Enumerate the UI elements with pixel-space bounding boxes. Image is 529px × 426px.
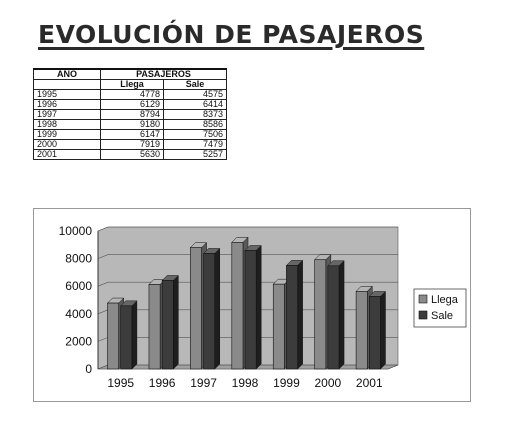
y-tick-label: 4000 [65, 307, 92, 321]
table-row: 1999 6147 7506 [33, 129, 227, 140]
header-sale: Sale [163, 79, 227, 90]
bar-llega-1995 [107, 302, 120, 370]
header-year: AÑO [33, 68, 101, 80]
y-tick-label: 8000 [65, 252, 92, 266]
bar-side-sale [338, 260, 345, 370]
cell-sale: 7479 [163, 139, 227, 150]
x-tick-label: 2000 [315, 376, 342, 390]
bar-side-sale [380, 290, 386, 370]
table-row: 1995 4778 4575 [33, 89, 227, 100]
cell-year: 1995 [33, 89, 101, 100]
cell-year: 2000 [33, 139, 101, 150]
bar-side-sale [255, 244, 262, 370]
y-tick-label: 2000 [65, 334, 92, 348]
gridline [97, 226, 398, 232]
legend-label-sale: Sale [431, 310, 453, 322]
bar-chart: 0 2000 4000 6000 8000 10000 1995 1996 1997 1998 19… [59, 224, 467, 390]
chart-frame: 0 2000 4000 6000 8000 10000 1995 1996 1997 1998 19… [33, 208, 471, 402]
header-blank [33, 79, 101, 90]
cell-sale: 8586 [163, 119, 227, 130]
bar-llega-1999 [272, 283, 285, 370]
cell-sale: 6414 [163, 99, 227, 110]
cell-year: 1998 [33, 119, 101, 130]
x-tick-label: 1999 [273, 376, 300, 390]
cell-llega: 8794 [100, 109, 164, 120]
cell-llega: 9180 [100, 119, 164, 130]
cell-llega: 4778 [100, 89, 164, 100]
cell-llega: 6147 [100, 129, 164, 140]
table-row: 2001 5630 5257 [33, 149, 227, 160]
bar-llega-1996 [148, 284, 161, 370]
bar-sale-1996 [161, 280, 174, 370]
legend-swatch-llega [418, 294, 428, 304]
cell-year: 2001 [33, 149, 101, 160]
bar-sale-2000 [327, 265, 340, 370]
passenger-table: AÑO PASAJEROS Llega Sale 1995 4778 4575 199… [33, 68, 227, 160]
legend-swatch-sale [418, 310, 428, 320]
cell-llega: 7919 [100, 139, 164, 150]
cell-sale: 8373 [163, 109, 227, 120]
table-row: 1997 8794 8373 [33, 109, 227, 120]
bar-sale-1999 [286, 265, 298, 370]
bar-llega-2001 [355, 291, 368, 370]
table-row: 2000 7919 7479 [33, 139, 227, 150]
header-pasajeros: PASAJEROS [100, 68, 227, 80]
cell-llega: 6129 [100, 99, 164, 110]
y-tick-label: 10000 [59, 224, 93, 238]
cell-year: 1997 [33, 109, 101, 120]
x-tick-label: 2001 [356, 376, 383, 390]
bar-sale-1995 [120, 305, 133, 370]
bar-side-sale [214, 247, 221, 370]
bar-side-sale [131, 300, 138, 370]
cell-sale: 5257 [163, 149, 227, 160]
y-tick-label: 0 [85, 362, 92, 376]
cell-llega: 5630 [100, 149, 164, 160]
bar-llega-1997 [190, 247, 202, 370]
bar-sale-1997 [203, 253, 216, 370]
gridline [97, 254, 398, 259]
x-tick-label: 1997 [190, 376, 217, 390]
page-title: EVOLUCIÓN DE PASAJEROS [38, 20, 425, 49]
bar-llega-2000 [314, 259, 327, 370]
bar-sale-1998 [244, 250, 257, 370]
table-row: 1996 6129 6414 [33, 99, 227, 110]
bar-sale-2001 [368, 296, 381, 370]
y-tick-label: 6000 [65, 279, 92, 293]
table-row: 1998 9180 8586 [33, 119, 227, 130]
legend-label-llega: Llega [431, 294, 459, 306]
x-tick-label: 1996 [149, 376, 176, 390]
bar-side-sale [297, 259, 303, 370]
x-tick-label: 1998 [232, 376, 259, 390]
bar-side-sale [173, 274, 179, 370]
bar-llega-1998 [231, 242, 244, 370]
cell-sale: 7506 [163, 129, 227, 140]
cell-sale: 4575 [163, 89, 227, 100]
header-llega: Llega [100, 79, 164, 90]
x-tick-label: 1995 [107, 376, 134, 390]
cell-year: 1996 [33, 99, 101, 110]
cell-year: 1999 [33, 129, 101, 140]
